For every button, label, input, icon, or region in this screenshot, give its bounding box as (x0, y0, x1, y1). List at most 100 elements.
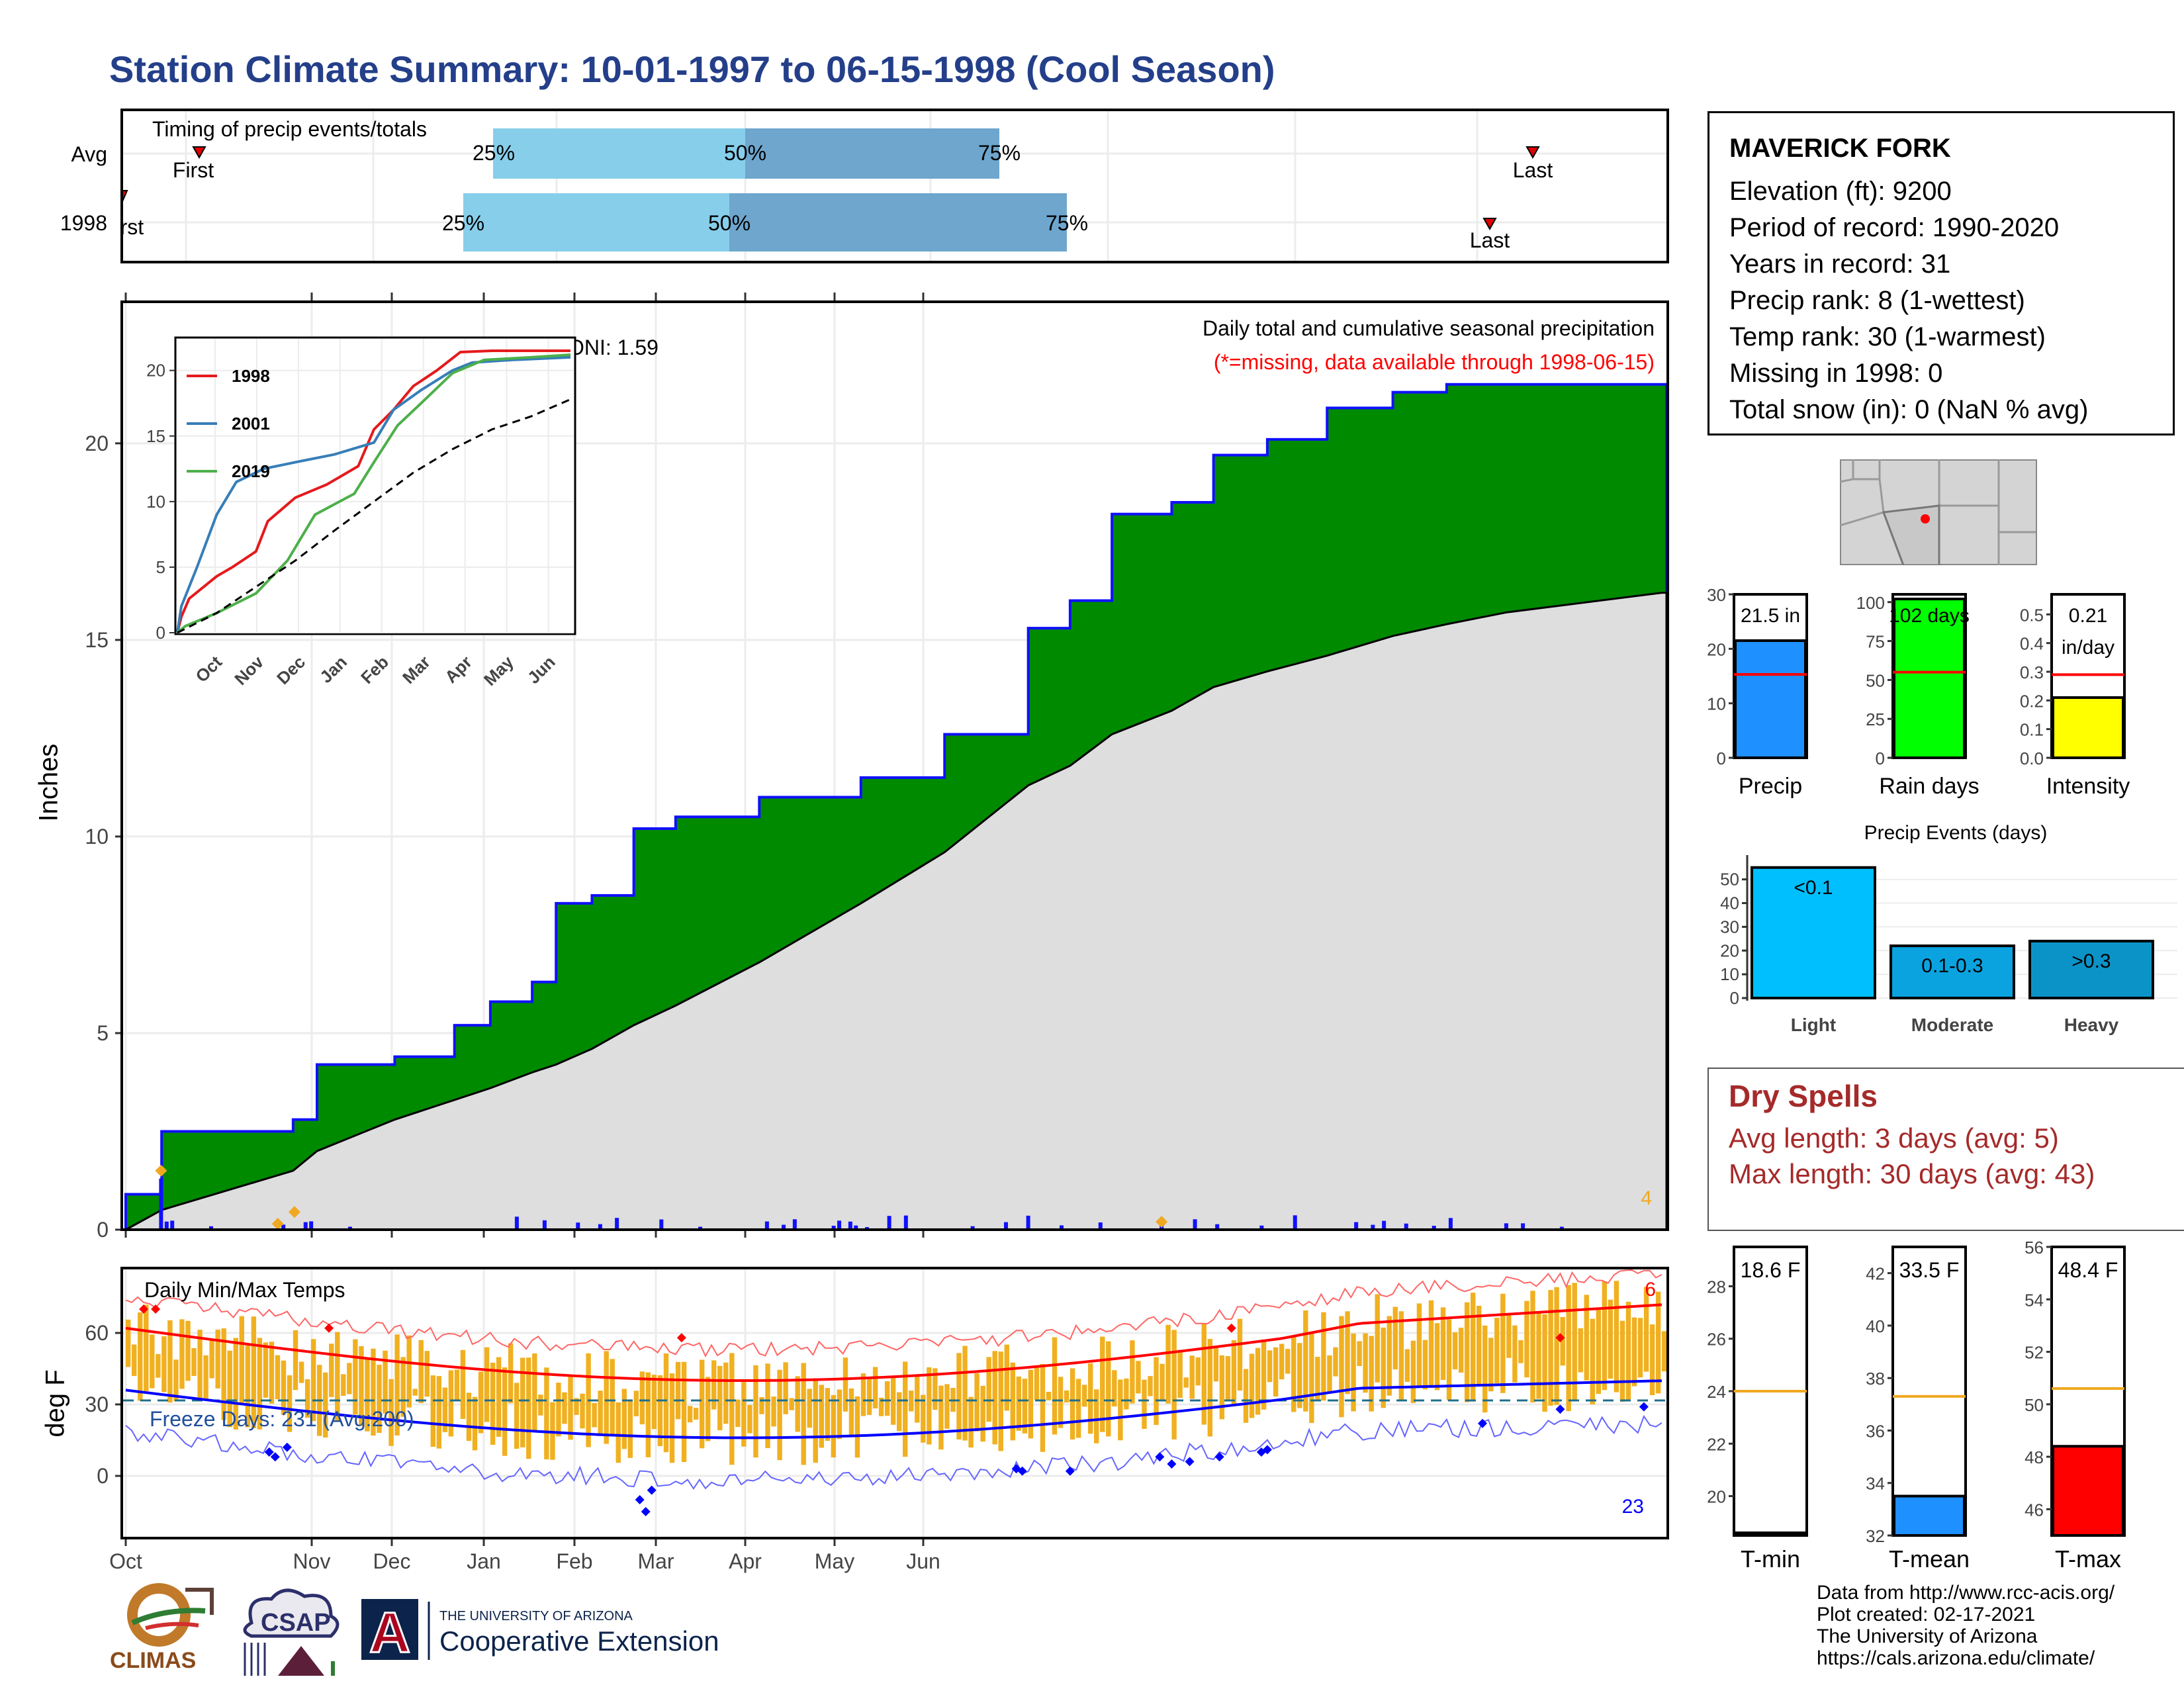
inset-line-2001 (176, 355, 571, 633)
temp-ytick-label: 30 (85, 1392, 109, 1416)
inset-legend-label: 2001 (232, 414, 270, 434)
temp-range-bar (1309, 1332, 1314, 1423)
temp-range-bar (167, 1320, 173, 1403)
temp-range-bar (747, 1404, 752, 1434)
daily-precip-bar (281, 1224, 286, 1230)
daily-precip-bar (303, 1222, 308, 1230)
temp-range-bar (293, 1330, 298, 1391)
temp-range-bar (1004, 1344, 1009, 1411)
summary-ytick-label: 100 (1856, 593, 1885, 613)
temp-range-bar (365, 1359, 370, 1432)
events-ytick-label: 0 (1730, 988, 1739, 1008)
temp-range-bar (1303, 1310, 1308, 1412)
temp-range-bar (323, 1372, 328, 1438)
temp-summary-value-label: 18.6 F (1741, 1258, 1801, 1282)
csap-wordmark: CSAP (261, 1609, 331, 1637)
temp-range-bar (502, 1367, 508, 1456)
credit-university: The University of Arizona (1817, 1625, 2038, 1647)
temp-range-bar (645, 1372, 651, 1457)
temp-range-bar (1267, 1350, 1273, 1383)
daily-precip-bar (208, 1226, 213, 1230)
temp-range-bar (1351, 1333, 1356, 1412)
temp-range-bar (657, 1375, 663, 1447)
summary-ytick-label: 75 (1866, 632, 1885, 652)
temp-range-bar (1608, 1299, 1614, 1379)
temp-range-bar (693, 1408, 699, 1420)
inset-line-1998 (176, 349, 570, 633)
summary-ytick-label: 0.3 (2020, 662, 2044, 682)
temp-range-bar (490, 1362, 496, 1445)
temp-range-bar (741, 1382, 747, 1447)
temp-summary-ytick-label: 50 (2025, 1395, 2044, 1415)
daily-precip-bar (698, 1226, 703, 1230)
summary-ytick-label: 10 (1707, 694, 1726, 714)
temp-range-bar (735, 1399, 741, 1428)
temp-range-bar (1225, 1356, 1231, 1400)
timing-1998-p50: 50% (708, 211, 751, 235)
temp-range-bar (359, 1346, 364, 1426)
events-bar (1889, 944, 2015, 1000)
precip-panel: 0 5 10 15 20 Daily total and cumulative seas… (85, 293, 1669, 1242)
temp-range-bar (1106, 1341, 1111, 1437)
temp-range-bar (1010, 1362, 1015, 1441)
temp-range-bar (1201, 1324, 1206, 1425)
temp-range-bar (1171, 1330, 1177, 1439)
temp-range-bar (1195, 1357, 1201, 1386)
temp-range-bar (185, 1320, 191, 1381)
daily-precip-bar (309, 1221, 314, 1230)
summary-ytick-label: 0.5 (2020, 605, 2044, 625)
temp-range-bar (974, 1373, 979, 1432)
summary-category-label: Precip (1739, 774, 1802, 799)
temp-range-bar (239, 1316, 244, 1405)
temp-range-bar (909, 1391, 914, 1412)
temp-range-bar (1625, 1301, 1631, 1400)
temp-range-bar (1279, 1344, 1285, 1380)
timing-avg-first-marker (192, 146, 206, 160)
record-high-marker (324, 1323, 334, 1333)
temp-range-bar (604, 1351, 609, 1444)
precip-ytick-label: 0 (97, 1218, 109, 1242)
daily-precip-bar (1215, 1224, 1220, 1230)
dry-spells-avg: Avg length: 3 days (avg: 5) (1729, 1122, 2059, 1154)
temp-range-bar (1655, 1291, 1661, 1394)
temp-range-bar (1040, 1363, 1046, 1452)
station-name: MAVERICK FORK (1729, 134, 1951, 163)
temp-summary-ytick-label: 22 (1707, 1434, 1726, 1454)
ua-small-text: THE UNIVERSITY OF ARIZONA (439, 1609, 633, 1623)
record-low-marker (1214, 1452, 1224, 1462)
inset-ytick-label: 5 (156, 557, 165, 577)
inset-line-2019 (176, 353, 571, 634)
temp-range-bar (765, 1363, 770, 1449)
temp-range-bar (173, 1359, 179, 1402)
temp-range-bar (1596, 1310, 1602, 1394)
temp-range-bar (209, 1338, 214, 1379)
temp-range-bar (1637, 1318, 1643, 1378)
temp-range-bar (848, 1388, 854, 1436)
temp-range-bar (1022, 1379, 1028, 1434)
summary-ytick-label: 30 (1707, 585, 1726, 605)
station-info-box: MAVERICK FORK Elevation (ft): 9200 Perio… (1707, 111, 2175, 435)
temp-range-bar (1333, 1347, 1338, 1377)
temp-summary-ytick-label: 32 (1866, 1526, 1885, 1546)
temp-range-bar (711, 1360, 717, 1410)
events-ytick-label: 30 (1720, 917, 1739, 936)
record-low-marker (647, 1485, 657, 1495)
temp-range-bar (651, 1375, 657, 1430)
events-category-label: Light (1791, 1015, 1836, 1035)
temp-range-bar (341, 1374, 346, 1396)
daily-precip-bar (854, 1225, 858, 1230)
temp-range-bar (1118, 1379, 1123, 1441)
temp-summary-category-label: T-max (2055, 1545, 2121, 1573)
temp-range-bar (1081, 1385, 1087, 1407)
temp-range-bar (496, 1357, 502, 1437)
temp-ytick-label: 0 (97, 1464, 109, 1488)
record-low-marker (1185, 1457, 1195, 1467)
summary-bar (1893, 598, 1966, 759)
temp-summary-ytick-label: 42 (1866, 1264, 1885, 1284)
temp-range-bar (412, 1389, 418, 1396)
temp-range-bar (1434, 1323, 1440, 1391)
temp-range-bar (1446, 1319, 1452, 1400)
ua-letter: A (369, 1601, 410, 1665)
precip-ytick-label: 5 (97, 1021, 109, 1045)
temp-range-bar (860, 1373, 866, 1416)
